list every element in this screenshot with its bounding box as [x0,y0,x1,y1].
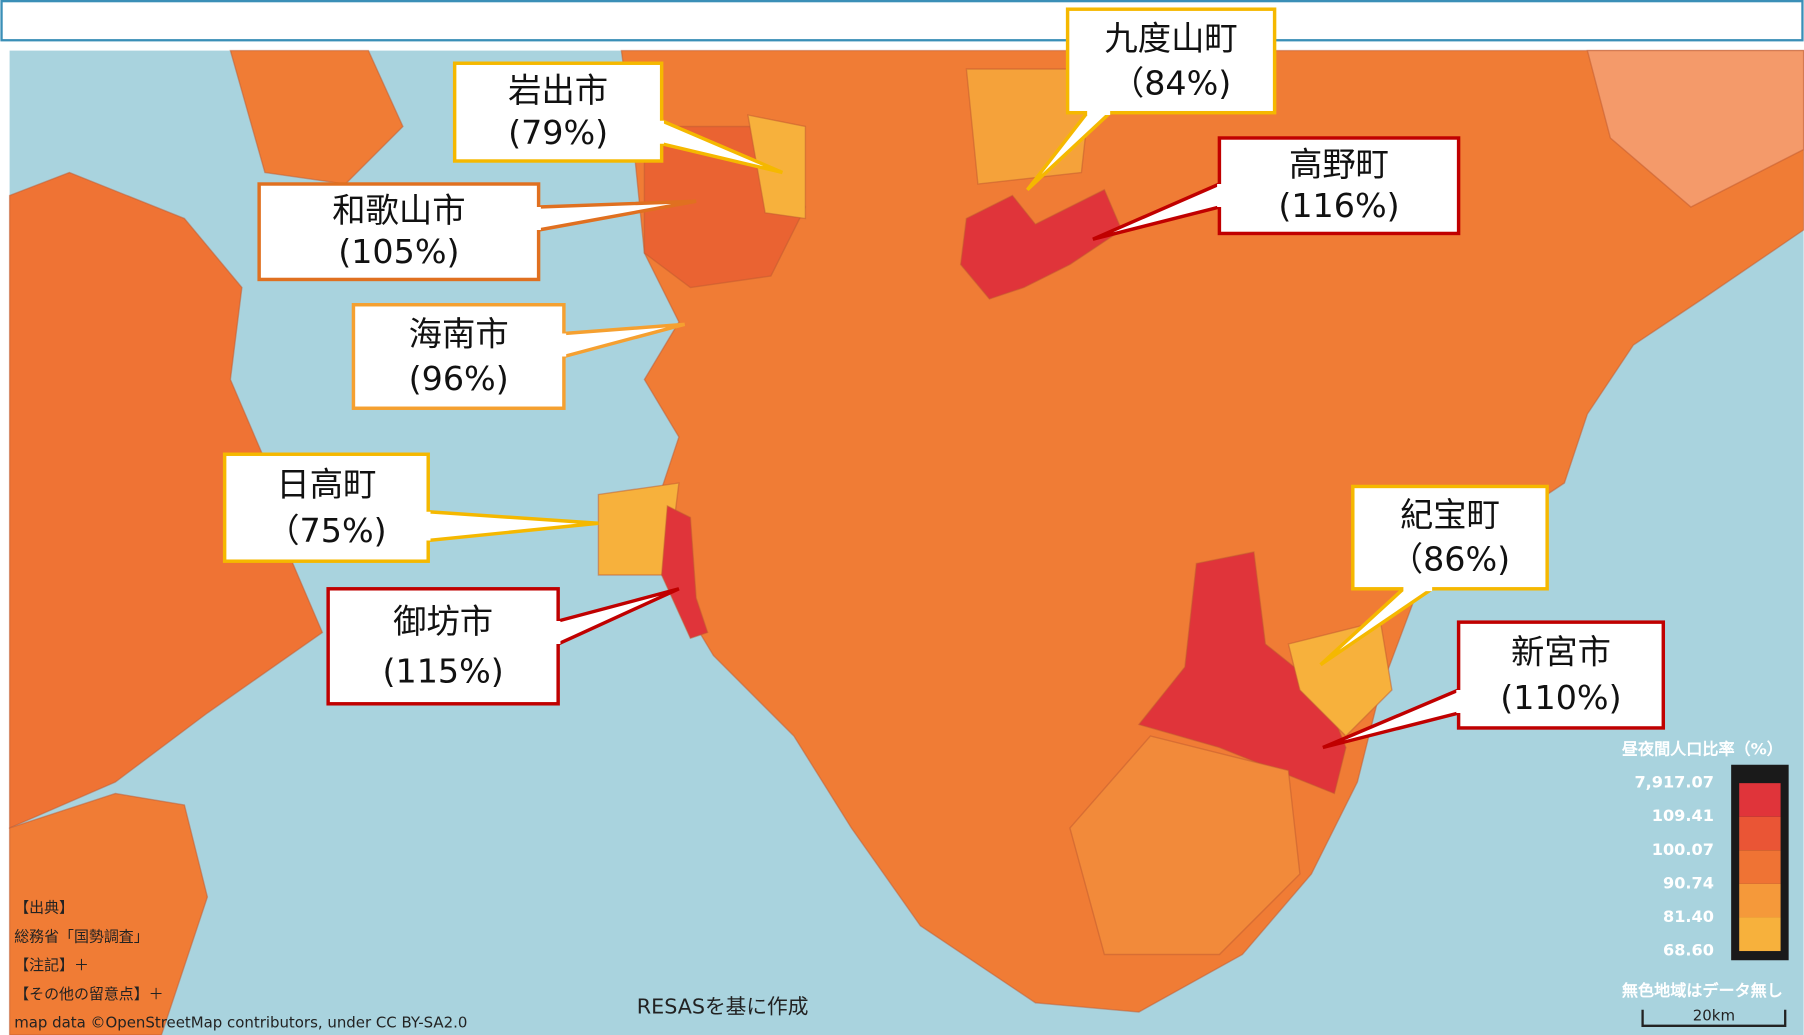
source-note: 【注記】＋ [14,956,89,974]
callout-name: 日高町 [276,465,376,504]
legend-tick-label: 7,917.07 [1634,773,1713,792]
legend-swatch [1739,783,1781,817]
legend-tick-label: 90.74 [1663,873,1714,892]
land [8,49,1804,1035]
callout-box [351,303,566,410]
callout-name: 和歌山市 [332,191,465,230]
callout-name: 御坊市 [393,602,493,641]
top-frame [0,0,1804,42]
legend-tick-label: 100.07 [1652,840,1714,859]
callout-ratio: (79%) [508,113,608,152]
callout-ratio: (116%) [1278,186,1399,225]
callout-ratio: （75%) [266,511,386,550]
callout-box [222,452,430,563]
credit: RESASを基に作成 [637,994,809,1018]
callout-box [1351,484,1549,591]
legend-swatch [1739,816,1781,851]
callout: 岩出市(79%) [452,61,784,175]
source-note: map data ©OpenStreetMap contributors, un… [14,1014,467,1032]
callout: 日高町 （75%) [222,452,599,563]
callout-ratio: (115%) [383,651,504,690]
callout-name: 紀宝町 [1400,496,1500,535]
legend-tick-label: 81.40 [1663,907,1714,926]
callout: 九度山町 （84%) [1025,7,1277,192]
callout: 海南市 (96%) [351,303,686,410]
legend-tick-label: 68.60 [1663,941,1714,960]
source-note: 【出典】 [14,899,74,917]
source-note: 【その他の留意点】＋ [14,985,163,1003]
callout-box [452,61,664,163]
callout-name: 岩出市 [508,71,608,110]
callout-box [1065,7,1277,115]
callout-name: 新宮市 [1511,632,1611,671]
scale-label: 20km [1693,1007,1735,1025]
callout: 紀宝町 （86%) [1319,484,1549,667]
legend-swatch [1739,917,1781,952]
callout: 高野町(116%) [1092,136,1461,241]
callout-name: 高野町 [1289,145,1389,184]
callout-ratio: （86%) [1390,540,1510,579]
legend-swatch [1739,883,1781,918]
callout-box [257,182,541,282]
legend-title: 昼夜間人口比率（%） [1621,739,1783,758]
legend: 昼夜間人口比率（%） 7,917.07 109.41 100.07 90.74 81.4… [1621,739,1789,1027]
callout-box [1456,620,1666,730]
callout: 御坊市 (115%) [326,587,680,706]
callout-box [1217,136,1461,236]
callout: 新宮市 (110%) [1322,620,1666,750]
callout-name: 海南市 [409,314,509,353]
callout-ratio: （84%) [1111,63,1231,102]
callout-ratio: (110%) [1500,678,1621,717]
callout-ratio: (105%) [338,232,459,271]
legend-swatch [1739,850,1781,884]
legend-note: 無色地域はデータ無し [1622,981,1783,1000]
callout-box [326,587,560,706]
legend-tick-label: 109.41 [1652,806,1714,825]
callout-name: 九度山町 [1104,19,1237,58]
scale-bar [1641,1009,1787,1027]
callout-ratio: (96%) [409,359,509,398]
callout: 和歌山市(105%) [257,182,697,282]
source-note: 総務省「国勢調査」 [14,927,148,945]
